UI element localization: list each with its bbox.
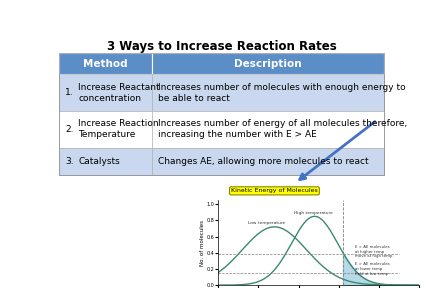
Bar (152, 75, 384, 111)
Text: Increase Reactant
concentration: Increase Reactant concentration (79, 83, 160, 103)
Text: High temperature: High temperature (295, 211, 334, 215)
Bar (59, 75, 152, 111)
Bar (152, 111, 384, 148)
Bar (59, 111, 152, 148)
Text: 3 Ways to Increase Reaction Rates: 3 Ways to Increase Reaction Rates (107, 40, 336, 53)
Y-axis label: No. of molecules: No. of molecules (200, 220, 205, 266)
Text: 2.: 2. (65, 125, 73, 134)
Text: Increases number of energy of all molecules therefore,
increasing the number wit: Increases number of energy of all molecu… (158, 119, 407, 139)
Text: Increase Reaction
Temperature: Increase Reaction Temperature (79, 119, 159, 139)
Text: 3.: 3. (65, 157, 74, 166)
Text: 1.: 1. (65, 88, 74, 97)
Bar (59, 148, 152, 175)
Bar (152, 148, 384, 175)
Text: Catalysts: Catalysts (79, 157, 120, 166)
Text: Changes AE, allowing more molecules to react: Changes AE, allowing more molecules to r… (158, 157, 368, 166)
Text: Description: Description (234, 59, 302, 69)
Text: Kinetic Energy of Molecules: Kinetic Energy of Molecules (231, 188, 318, 193)
Bar (59, 53, 384, 175)
Bar (152, 53, 384, 75)
Text: E > AE molecules
at lower temp
held at low temp: E > AE molecules at lower temp held at l… (355, 262, 389, 276)
FancyArrowPatch shape (300, 122, 375, 179)
Text: Low temperature: Low temperature (248, 221, 286, 226)
Text: Method: Method (83, 59, 127, 69)
Text: Increases number of molecules with enough energy to
be able to react: Increases number of molecules with enoug… (158, 83, 405, 103)
Bar (59, 53, 152, 75)
Text: E > AE molecules
at higher temp
move at high temp: E > AE molecules at higher temp move at … (355, 245, 392, 258)
